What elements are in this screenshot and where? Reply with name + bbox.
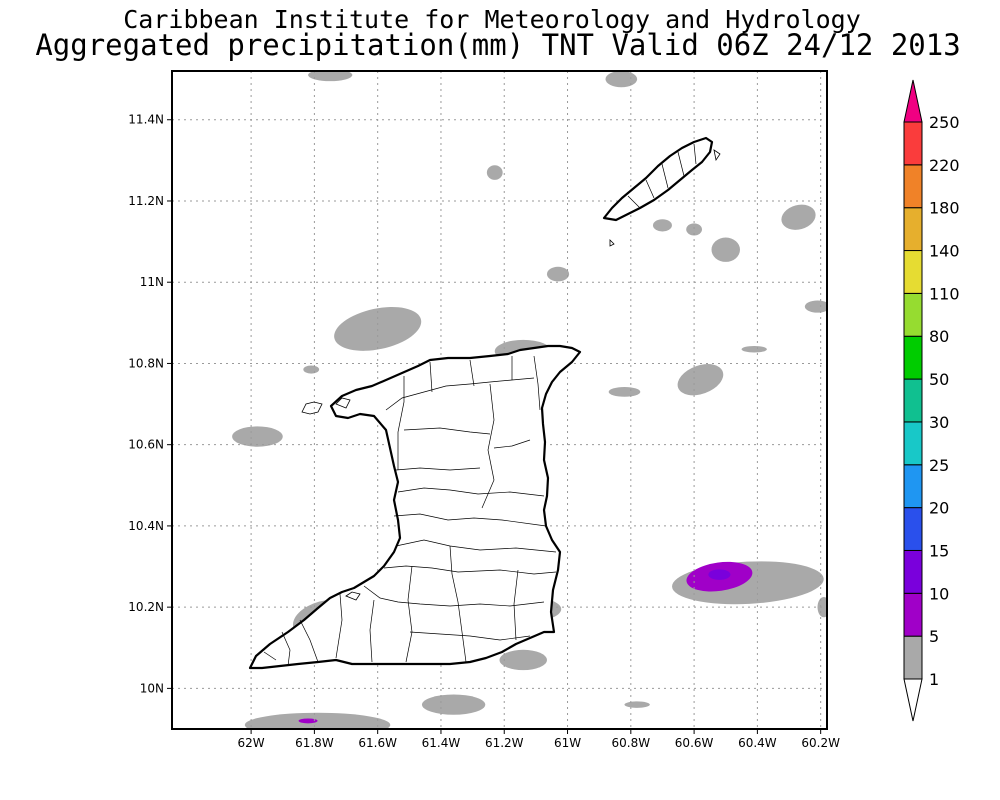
colorbar-label: 110 <box>929 284 960 303</box>
tobago-coast-detail <box>609 149 721 247</box>
y-tick-label: 10.6N <box>128 438 164 452</box>
precip-area <box>741 345 767 353</box>
x-tick-label: 61W <box>554 736 581 750</box>
precip-area <box>308 71 353 82</box>
latitude-axis: 10N 10.2N 10.4N 10.6N 10.8N 11N 11.2N 11.4N <box>128 113 172 695</box>
colorbar-segment <box>903 378 923 423</box>
precip-area <box>244 712 391 729</box>
precip-area <box>499 649 547 671</box>
precip-area <box>781 204 816 230</box>
graticule-gridlines <box>172 71 827 729</box>
x-tick-label: 60.6W <box>675 736 714 750</box>
x-tick-label: 61.2W <box>485 736 524 750</box>
precip-area <box>652 219 672 232</box>
y-tick-label: 10.2N <box>128 600 164 614</box>
precip-area <box>624 701 650 708</box>
x-tick-label: 60.8W <box>612 736 651 750</box>
y-tick-label: 11.4N <box>128 113 164 127</box>
precip-area <box>605 71 638 88</box>
colorbar-segment <box>903 164 923 209</box>
colorbar-segment <box>903 464 923 509</box>
y-tick-label: 11N <box>140 275 164 289</box>
colorbar-label: 5 <box>929 627 939 646</box>
colorbar-label: 50 <box>929 370 949 389</box>
y-tick-label: 10.4N <box>128 519 164 533</box>
colorbar-label: 30 <box>929 413 949 432</box>
colorbar-label: 80 <box>929 327 949 346</box>
precip-area <box>608 387 641 397</box>
x-tick-label: 61.6W <box>358 736 397 750</box>
colorbar-top-arrow <box>903 79 923 123</box>
colorbar-segment <box>903 292 923 337</box>
tobago-coastline <box>602 136 714 222</box>
colorbar-segment <box>903 335 923 380</box>
colorbar-label: 15 <box>929 541 949 560</box>
colorbar-segment <box>903 549 923 594</box>
map-frame <box>171 70 828 730</box>
colorbar-segment <box>903 592 923 637</box>
tobago-parish-boundaries <box>627 143 697 209</box>
colorbar-segment <box>903 507 923 551</box>
figure-title-product: Aggregated precipitation(mm) TNT Valid 0… <box>35 28 960 62</box>
figure-title-institute: Caribbean Institute for Meteorology and … <box>123 5 861 34</box>
x-tick-label: 60.2W <box>801 736 840 750</box>
colorbar-label: 180 <box>929 199 960 218</box>
precip-area <box>686 223 703 236</box>
trinidad-coastline <box>248 344 582 670</box>
precip-area <box>486 165 503 180</box>
precip-area <box>232 426 283 447</box>
precip-area <box>334 307 422 351</box>
trinidad-admin-boundaries <box>263 355 557 667</box>
colorbar-label: 10 <box>929 584 949 603</box>
colorbar-segment <box>903 121 923 166</box>
colorbar-segment <box>903 421 923 466</box>
precip-area <box>546 266 570 282</box>
colorbar-label: 25 <box>929 456 949 475</box>
colorbar-label: 20 <box>929 499 949 518</box>
precip-area <box>804 300 827 313</box>
colorbar-label: 220 <box>929 156 960 175</box>
precip-area <box>817 596 827 618</box>
tobago-island <box>602 136 721 247</box>
precip-area <box>677 364 724 396</box>
x-tick-label: 62W <box>238 736 265 750</box>
precip-area <box>421 694 486 715</box>
y-tick-label: 11.2N <box>128 194 164 208</box>
longitude-axis: 62W 61.8W 61.6W 61.4W 61.2W 61W 60.8W 60.6W 60.4… <box>238 729 840 750</box>
colorbar-segment <box>903 207 923 252</box>
colorbar-bottom-arrow <box>903 678 923 722</box>
x-tick-label: 61.4W <box>422 736 461 750</box>
colorbar-segment <box>903 635 923 680</box>
colorbar-label: 1 <box>929 670 939 689</box>
colorbar-segment <box>903 250 923 294</box>
precip-area <box>711 237 740 262</box>
trinidad-coast-detail <box>301 397 361 601</box>
y-tick-label: 10N <box>140 681 164 695</box>
precip-area <box>708 569 731 580</box>
colorbar-label: 250 <box>929 113 960 132</box>
colorbar-label: 140 <box>929 242 960 261</box>
y-tick-label: 10.8N <box>128 356 164 370</box>
precip-area <box>298 718 318 724</box>
trinidad-island <box>248 344 582 670</box>
x-tick-label: 61.8W <box>295 736 334 750</box>
x-tick-label: 60.4W <box>738 736 777 750</box>
precip-area <box>303 365 320 374</box>
